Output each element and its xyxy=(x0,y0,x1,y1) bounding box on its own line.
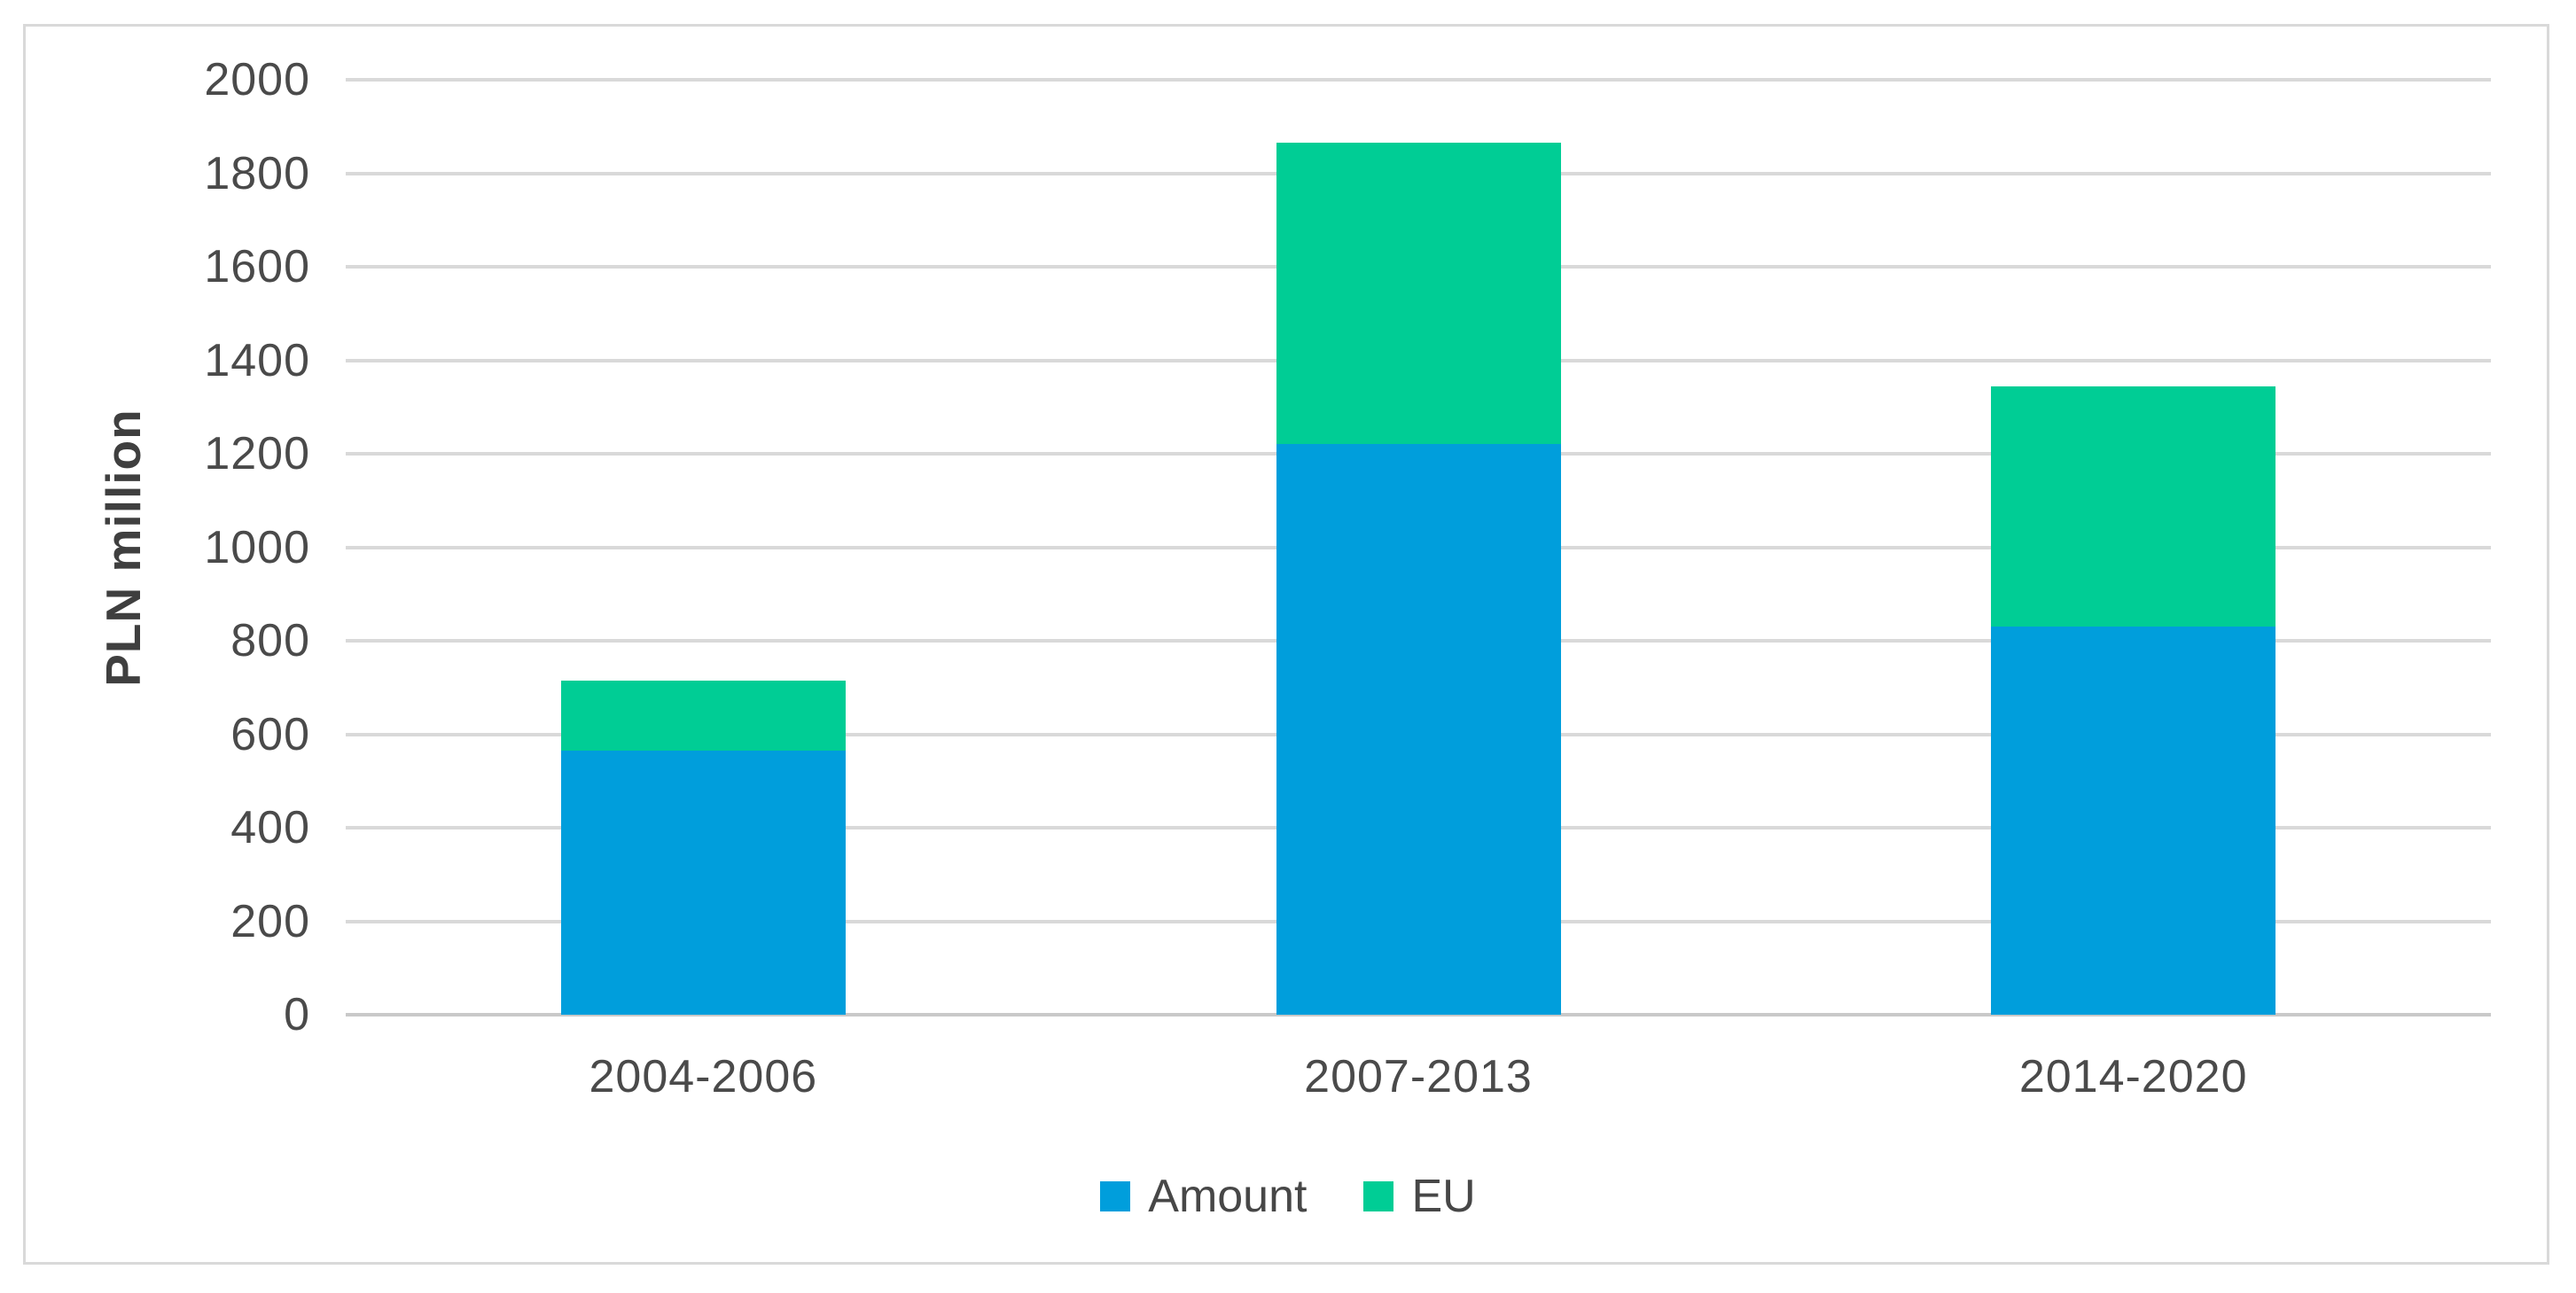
bar-segment-eu-2014-2020 xyxy=(1991,386,2276,627)
y-tick-label: 1000 xyxy=(204,521,310,573)
bar-segment-amount-2014-2020 xyxy=(1991,627,2276,1015)
y-tick-label: 1800 xyxy=(204,147,310,199)
y-tick-label: 800 xyxy=(230,615,310,666)
x-category-label: 2014-2020 xyxy=(2018,1051,2248,1102)
x-category-label: 2004-2006 xyxy=(589,1051,818,1102)
y-tick-label: 200 xyxy=(230,895,310,947)
y-tick-label: 1600 xyxy=(204,241,310,292)
legend: Amount EU xyxy=(0,1168,2576,1225)
y-tick-label: 1400 xyxy=(204,334,310,386)
gridline xyxy=(346,78,2491,82)
bar-segment-eu-2007-2013 xyxy=(1276,143,1561,445)
bar-segment-amount-2007-2013 xyxy=(1276,444,1561,1015)
legend-swatch-amount-icon xyxy=(1100,1181,1131,1211)
bar-segment-amount-2004-2006 xyxy=(560,750,846,1015)
y-axis-title: PLN million xyxy=(96,409,151,687)
y-tick-label: 2000 xyxy=(204,54,310,105)
y-tick-label: 600 xyxy=(230,708,310,760)
legend-swatch-eu-icon xyxy=(1363,1181,1394,1211)
legend-label-amount: Amount xyxy=(1148,1171,1308,1222)
y-tick-label: 1200 xyxy=(204,428,310,479)
legend-label-eu: EU xyxy=(1411,1171,1476,1222)
x-category-label: 2007-2013 xyxy=(1304,1051,1533,1102)
legend-item-amount: Amount xyxy=(1100,1168,1307,1225)
legend-item-eu: EU xyxy=(1363,1168,1476,1225)
y-tick-label: 0 xyxy=(284,989,310,1040)
bar-segment-eu-2004-2006 xyxy=(560,680,846,751)
y-tick-label: 400 xyxy=(230,802,310,853)
x-axis-line xyxy=(346,1013,2491,1016)
